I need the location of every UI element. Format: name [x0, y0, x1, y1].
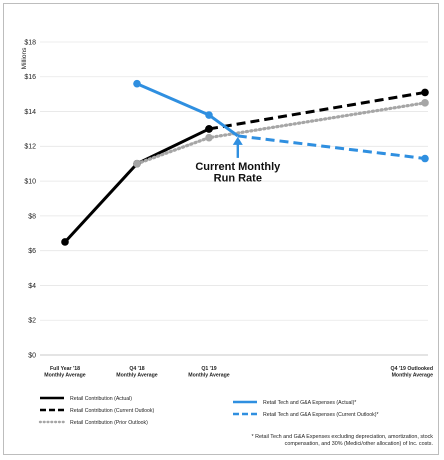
data-point: [61, 238, 69, 246]
y-axis-label: Millions: [21, 47, 28, 69]
annotation-arrow-head: [232, 136, 243, 145]
series-line-2: [208, 90, 426, 131]
y-tick-label: $14: [24, 109, 36, 116]
y-tick-label: $0: [28, 352, 36, 359]
legend-entry: Retail Tech and G&A Expenses (Current Ou…: [263, 412, 379, 418]
data-point: [421, 154, 429, 163]
x-category-label: Monthly Average: [44, 373, 86, 379]
x-category-label: Q4 '18: [129, 366, 144, 372]
data-point: [421, 88, 429, 97]
y-tick-label: $12: [24, 144, 36, 151]
legend-entry: Retail Contribution (Current Outlook): [70, 408, 154, 414]
footnote-text: * Retail Tech and G&A Expenses excluding…: [252, 434, 434, 440]
legend-entry: Retail Contribution (Prior Outlook): [70, 420, 148, 426]
legend-entry: Retail Contribution (Actual): [70, 396, 132, 402]
y-tick-label: $8: [28, 213, 36, 220]
data-point: [205, 133, 213, 142]
y-tick-label: $18: [24, 39, 36, 46]
x-category-label: Q1 '19: [201, 366, 216, 372]
y-tick-label: $10: [24, 179, 36, 186]
x-category-label: Monthly Average: [116, 373, 158, 379]
data-point: [421, 99, 429, 107]
y-tick-label: $16: [24, 74, 36, 81]
y-tick-label: $6: [28, 248, 36, 255]
series-line-5: [237, 134, 426, 160]
data-point: [205, 125, 213, 133]
annotation-text: Current Monthly: [195, 161, 281, 173]
x-category-label: Q4 '19 Outlooked: [391, 366, 433, 372]
y-tick-label: $2: [28, 318, 36, 325]
data-point: [133, 79, 141, 88]
footnote-text: compensation, and 30% (Medici/other allo…: [285, 441, 433, 447]
x-category-label: Full Year '18: [50, 366, 80, 372]
y-tick-label: $4: [28, 283, 36, 290]
annotation-text: Run Rate: [214, 172, 262, 184]
data-point: [133, 159, 141, 168]
x-category-label: Monthly Average: [188, 373, 230, 379]
data-point: [205, 111, 213, 119]
series-line-4: [136, 82, 239, 138]
x-category-label: Monthly Average: [392, 373, 434, 379]
legend-entry: Retail Tech and G&A Expenses (Actual)*: [263, 400, 356, 406]
